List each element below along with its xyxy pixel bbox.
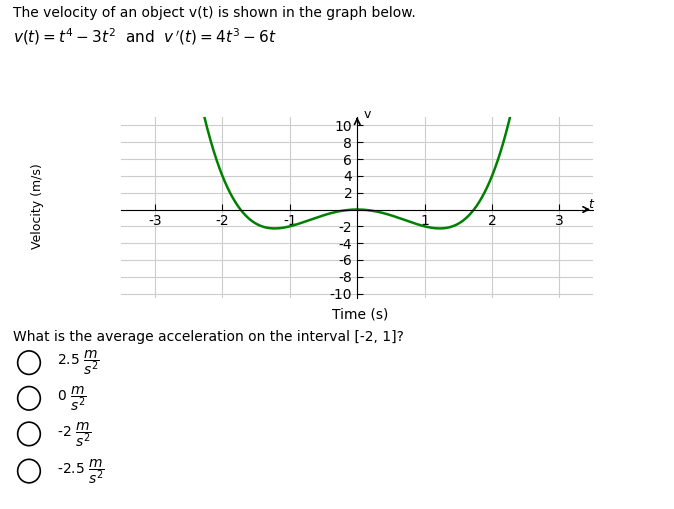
Text: 2.5 $\dfrac{m}{s^2}$: 2.5 $\dfrac{m}{s^2}$ [57, 349, 100, 377]
Text: v: v [364, 108, 371, 121]
Text: Time (s): Time (s) [332, 308, 389, 322]
Text: What is the average acceleration on the interval [-2, 1]?: What is the average acceleration on the … [13, 330, 404, 344]
Text: t: t [588, 199, 592, 211]
Text: 0 $\dfrac{m}{s^2}$: 0 $\dfrac{m}{s^2}$ [57, 384, 87, 413]
Text: Velocity (m/s): Velocity (m/s) [30, 163, 44, 249]
Text: $v(t) = t^4 - 3t^2$  and  $v\,'(t) = 4t^3 - 6t$: $v(t) = t^4 - 3t^2$ and $v\,'(t) = 4t^3 … [13, 26, 277, 47]
Text: -2.5 $\dfrac{m}{s^2}$: -2.5 $\dfrac{m}{s^2}$ [57, 457, 105, 486]
Text: -2 $\dfrac{m}{s^2}$: -2 $\dfrac{m}{s^2}$ [57, 420, 92, 448]
Text: The velocity of an object v(t) is shown in the graph below.: The velocity of an object v(t) is shown … [13, 6, 417, 20]
